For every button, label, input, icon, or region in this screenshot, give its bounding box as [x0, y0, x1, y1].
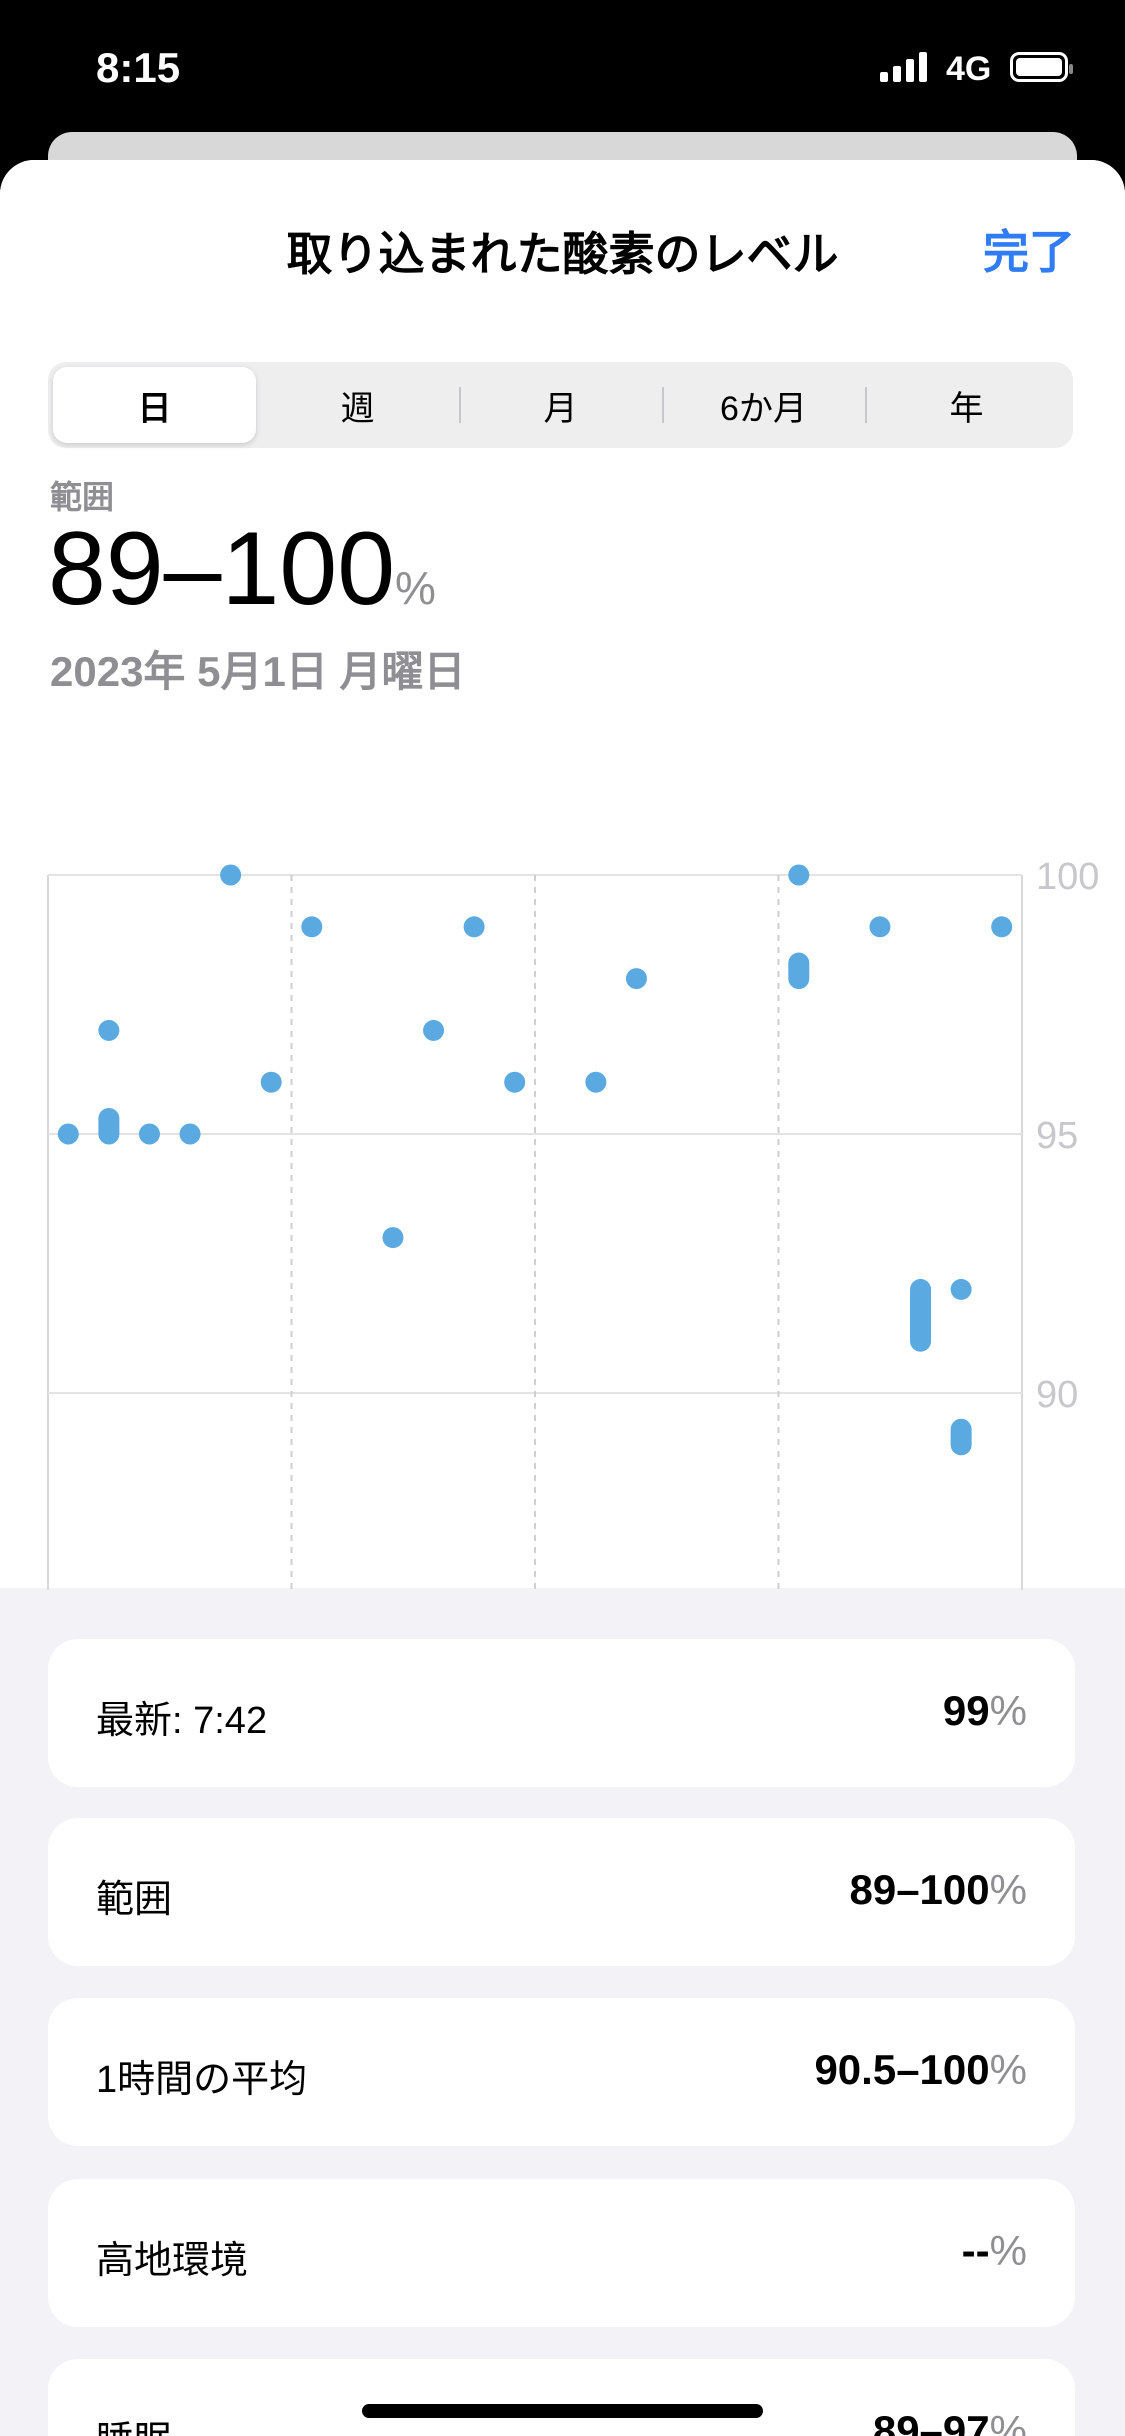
range-value: 89–100% — [48, 510, 436, 629]
segment-year[interactable]: 年 — [865, 367, 1068, 443]
oxygen-chart[interactable]: 1009590850 時6 時12 時18 時 — [0, 680, 1125, 1590]
stat-number: 99 — [942, 1687, 990, 1734]
modal-sheet: 取り込まれた酸素のレベル 完了 日 週 月 6か月 年 範囲 89–100% 2… — [0, 160, 1125, 2436]
page-title: 取り込まれた酸素のレベル — [286, 228, 839, 280]
stat-unit: % — [989, 2046, 1027, 2093]
status-bar: 8:15 4G — [0, 0, 1125, 160]
battery-icon — [1010, 52, 1073, 82]
stat-label: 最新: 7:42 — [96, 1700, 268, 1742]
range-number: 89–100 — [48, 511, 396, 627]
stat-unit: % — [989, 1687, 1027, 1734]
stat-value: 99% — [943, 1687, 1027, 1735]
home-indicator — [362, 2404, 763, 2418]
stat-value: 90.5–100% — [814, 2046, 1027, 2094]
range-unit: % — [395, 562, 436, 614]
stat-label: 1時間の平均 — [96, 2059, 308, 2101]
stat-number: 89–97 — [872, 2407, 990, 2436]
stat-latest[interactable]: 最新: 7:42 99% — [48, 1639, 1075, 1787]
date-label: 2023年 5月1日 月曜日 — [50, 648, 466, 695]
segment-day[interactable]: 日 — [53, 367, 256, 443]
stat-number: 90.5–100 — [814, 2046, 990, 2093]
y-tick-label: 100 — [1036, 856, 1099, 898]
stat-unit: % — [989, 1866, 1027, 1913]
stat-number: -- — [961, 2227, 990, 2274]
stat-value: 89–100% — [849, 1866, 1027, 1914]
stat-sleep[interactable]: 睡眠 89–97% — [48, 2359, 1075, 2436]
chart-panel: 取り込まれた酸素のレベル 完了 日 週 月 6か月 年 範囲 89–100% 2… — [0, 160, 1125, 1590]
status-time: 8:15 — [96, 44, 181, 91]
signal-icon — [880, 52, 927, 82]
segment-6months[interactable]: 6か月 — [662, 367, 865, 443]
stat-hourly-average[interactable]: 1時間の平均 90.5–100% — [48, 1998, 1075, 2146]
stat-unit: % — [989, 2407, 1027, 2436]
done-button[interactable]: 完了 — [983, 226, 1075, 278]
stat-value: --% — [962, 2227, 1027, 2275]
segment-month[interactable]: 月 — [459, 367, 662, 443]
range-label: 範囲 — [50, 479, 115, 515]
stat-label: 範囲 — [96, 1879, 173, 1921]
stat-label: 高地環境 — [96, 2240, 249, 2282]
stat-range[interactable]: 範囲 89–100% — [48, 1818, 1075, 1966]
segment-week[interactable]: 週 — [340, 389, 375, 428]
stat-altitude[interactable]: 高地環境 --% — [48, 2179, 1075, 2327]
network-type: 4G — [946, 50, 992, 88]
y-tick-label: 95 — [1036, 1115, 1078, 1157]
stat-value: 89–97% — [873, 2407, 1027, 2436]
stat-label: 睡眠 — [96, 2409, 172, 2436]
y-tick-label: 90 — [1036, 1374, 1078, 1416]
stat-number: 89–100 — [849, 1866, 990, 1913]
stat-unit: % — [989, 2227, 1027, 2274]
period-segmented-control: 日 週 月 6か月 年 — [48, 362, 1073, 448]
